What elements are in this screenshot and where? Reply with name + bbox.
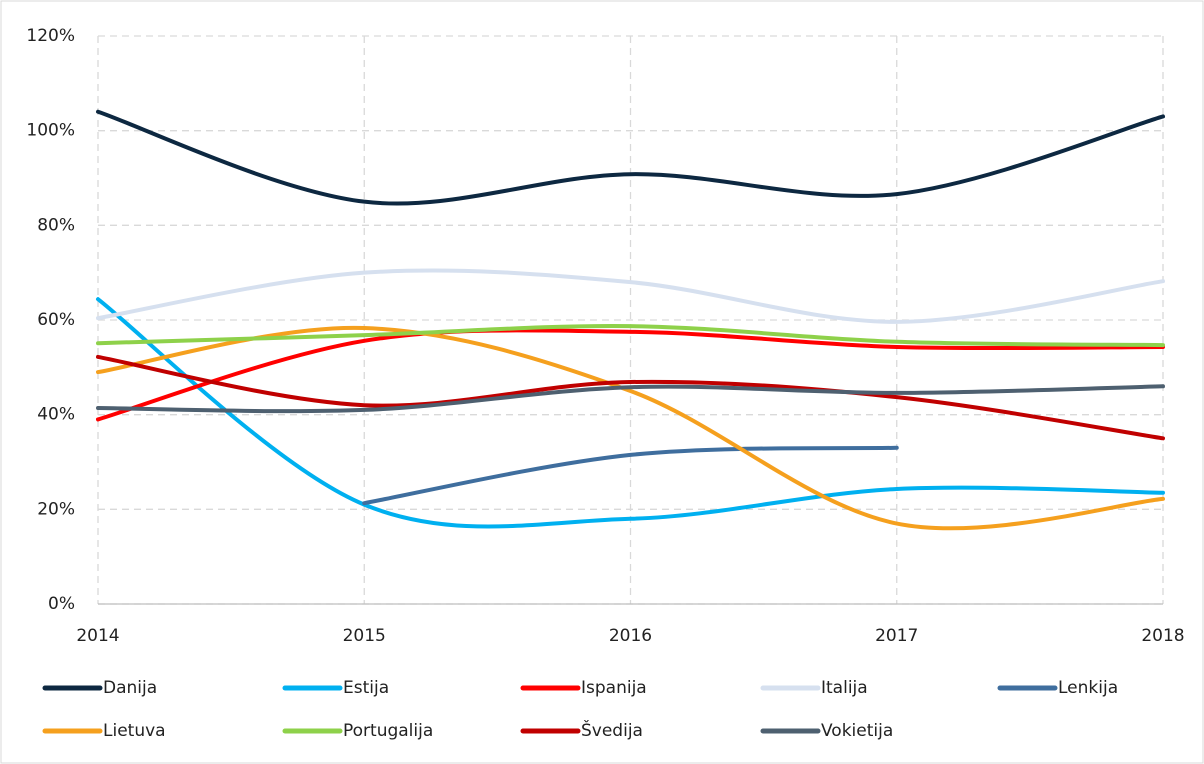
y-tick-label: 20% [37,499,75,519]
series-line [96,354,1165,441]
series-line [96,268,1165,324]
y-tick-label: 60% [37,310,75,330]
x-tick-label: 2018 [1141,626,1184,646]
series-line [96,325,1165,531]
y-tick-label: 0% [48,594,75,614]
y-tick-label: 120% [26,26,75,46]
series-line [96,324,1165,348]
x-tick-label: 2017 [875,626,918,646]
legend-label: Danija [103,678,157,698]
series-line [96,297,1165,529]
legend-label: Lietuva [103,721,166,741]
legend-label: Lenkija [1058,678,1118,698]
legend-label: Estija [343,678,389,698]
series-line [96,384,1165,414]
series-line [96,328,1165,422]
series-line [96,109,1165,206]
legend-label: Portugalija [343,721,433,741]
x-tick-label: 2015 [343,626,386,646]
x-tick-label: 2016 [609,626,652,646]
series-line [362,445,899,506]
legend-label: Italija [821,678,868,698]
y-tick-label: 40% [37,405,75,425]
legend-label: Švedija [581,719,643,741]
y-tick-label: 80% [37,215,75,235]
legend-label: Ispanija [581,678,647,698]
legend-label: Vokietija [821,721,893,741]
y-tick-label: 100% [26,121,75,141]
x-tick-label: 2014 [76,626,119,646]
